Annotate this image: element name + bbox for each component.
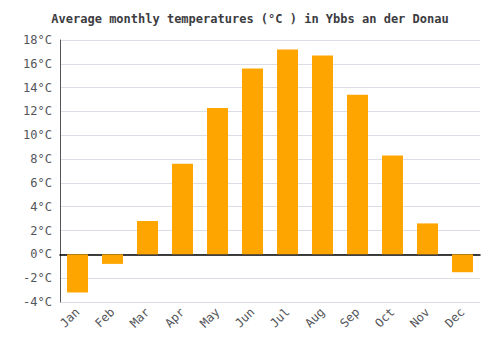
svg-text:8°C: 8°C (30, 152, 52, 166)
svg-text:18°C: 18°C (23, 33, 52, 47)
svg-text:-2°C: -2°C (23, 271, 52, 285)
svg-text:Jul: Jul (267, 305, 292, 330)
svg-text:Jan: Jan (57, 305, 82, 330)
svg-text:4°C: 4°C (30, 200, 52, 214)
svg-text:0°C: 0°C (30, 247, 52, 261)
svg-text:10°C: 10°C (23, 128, 52, 142)
svg-text:Sep: Sep (337, 305, 362, 330)
svg-text:Aug: Aug (302, 305, 327, 330)
svg-text:Average monthly temperatures (: Average monthly temperatures (°C ) in Yb… (51, 12, 448, 26)
svg-text:2°C: 2°C (30, 224, 52, 238)
svg-text:6°C: 6°C (30, 176, 52, 190)
svg-text:Nov: Nov (407, 305, 432, 330)
svg-text:Jun: Jun (232, 305, 257, 330)
svg-text:Mar: Mar (127, 305, 152, 330)
svg-text:Apr: Apr (162, 305, 187, 330)
svg-text:Dec: Dec (442, 305, 467, 330)
svg-text:May: May (197, 305, 222, 330)
svg-text:12°C: 12°C (23, 104, 52, 118)
svg-text:-4°C: -4°C (23, 295, 52, 309)
svg-text:Feb: Feb (92, 305, 117, 330)
svg-text:Oct: Oct (372, 305, 397, 330)
svg-text:16°C: 16°C (23, 57, 52, 71)
svg-text:14°C: 14°C (23, 81, 52, 95)
